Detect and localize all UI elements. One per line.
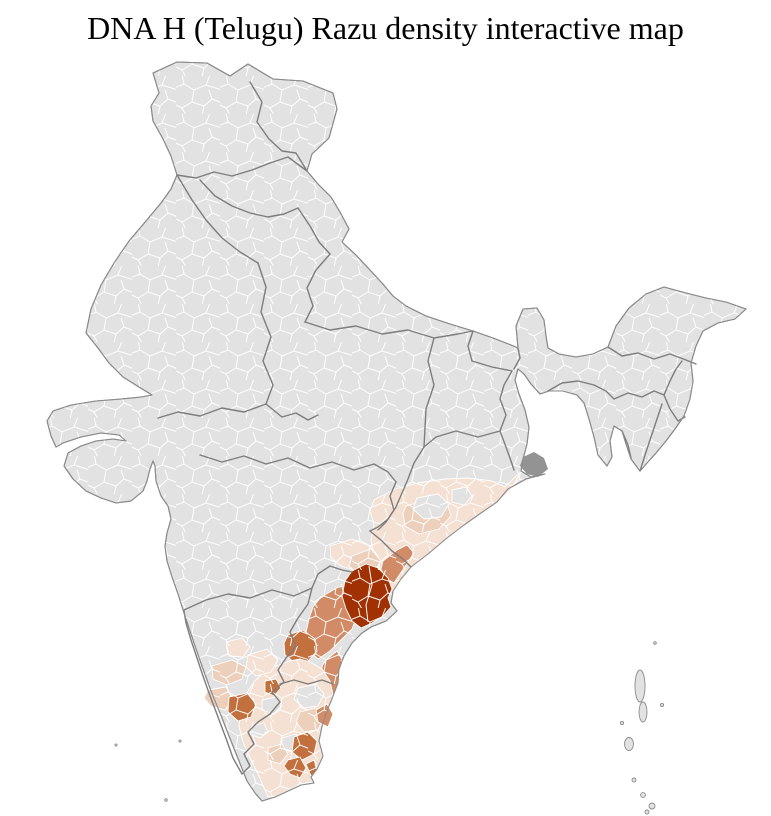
state-borders	[157, 81, 697, 775]
page-title: DNA H (Telugu) Razu density interactive …	[87, 10, 684, 46]
andaman-nicobar-islands[interactable]	[619, 641, 665, 815]
lakshadweep-islands[interactable]	[114, 739, 182, 802]
sundarbans-delta	[520, 452, 548, 477]
